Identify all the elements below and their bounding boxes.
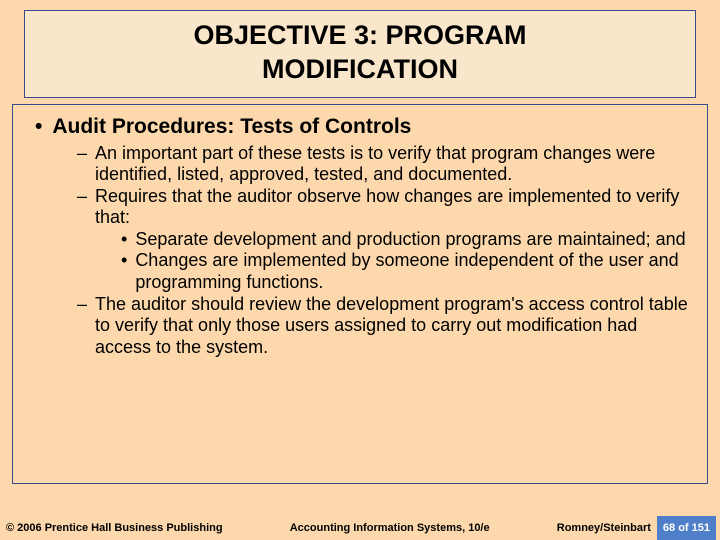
slide: OBJECTIVE 3: PROGRAM MODIFICATION • Audi… — [0, 0, 720, 540]
main-area: OBJECTIVE 3: PROGRAM MODIFICATION • Audi… — [0, 0, 720, 516]
bullet-marker: • — [121, 250, 127, 293]
dash-marker: – — [77, 294, 87, 359]
dash-marker: – — [77, 143, 87, 186]
bullet-l2-text: Requires that the auditor observe how ch… — [95, 186, 693, 229]
bullet-l2-text: The auditor should review the developmen… — [95, 294, 693, 359]
page-number: 68 of 151 — [657, 516, 716, 540]
slide-title: OBJECTIVE 3: PROGRAM MODIFICATION — [45, 19, 675, 87]
footer-authors: Romney/Steinbart — [557, 522, 657, 534]
bullet-level3: • Separate development and production pr… — [27, 229, 693, 251]
content-box: • Audit Procedures: Tests of Controls – … — [12, 104, 708, 484]
bullet-marker: • — [121, 229, 127, 251]
bullet-level2: – The auditor should review the developm… — [27, 294, 693, 359]
footer: © 2006 Prentice Hall Business Publishing… — [0, 516, 720, 540]
bullet-level2: – Requires that the auditor observe how … — [27, 186, 693, 229]
bullet-l2-text: An important part of these tests is to v… — [95, 143, 693, 186]
bullet-level1: • Audit Procedures: Tests of Controls — [27, 115, 693, 139]
bullet-l1-text: Audit Procedures: Tests of Controls — [52, 115, 411, 139]
bullet-l3-text: Changes are implemented by someone indep… — [135, 250, 693, 293]
dash-marker: – — [77, 186, 87, 229]
footer-title: Accounting Information Systems, 10/e — [223, 522, 557, 534]
bullet-marker: • — [35, 115, 42, 139]
title-line1: OBJECTIVE 3: PROGRAM — [193, 20, 526, 50]
title-box: OBJECTIVE 3: PROGRAM MODIFICATION — [24, 10, 696, 98]
bullet-level3: • Changes are implemented by someone ind… — [27, 250, 693, 293]
title-line2: MODIFICATION — [262, 54, 458, 84]
bullet-l3-text: Separate development and production prog… — [135, 229, 685, 251]
footer-copyright: © 2006 Prentice Hall Business Publishing — [6, 522, 223, 534]
bullet-level2: – An important part of these tests is to… — [27, 143, 693, 186]
